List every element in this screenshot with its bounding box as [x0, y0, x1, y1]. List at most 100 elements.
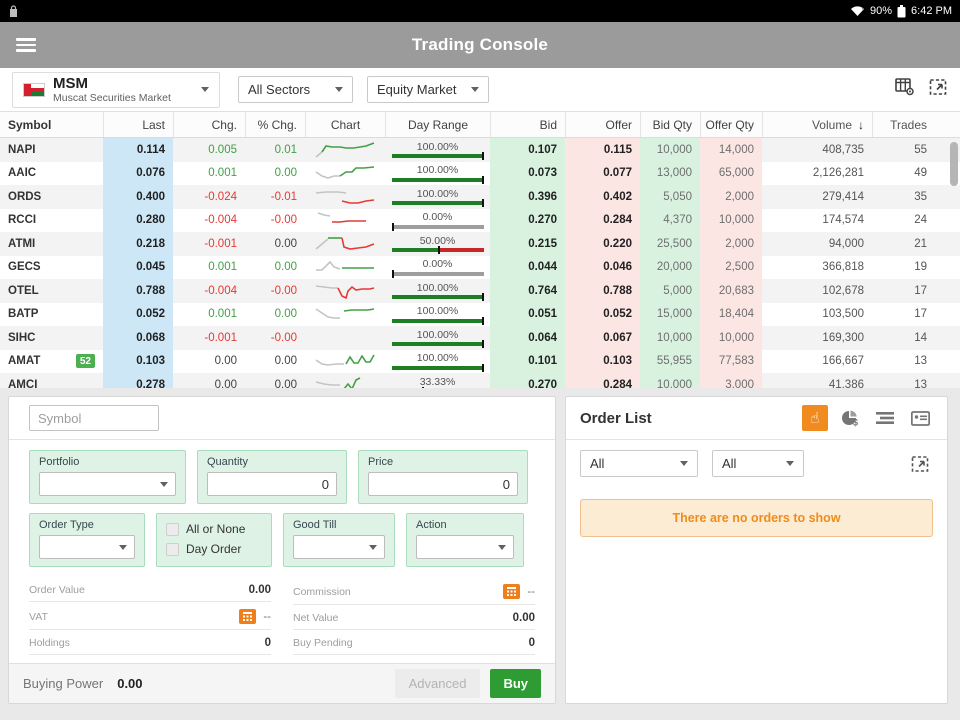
quantity-input[interactable]: 0	[207, 472, 337, 496]
hand-pointer-icon: ☝	[810, 409, 820, 427]
cell-last: 0.068	[103, 326, 173, 350]
col-header-range[interactable]: Day Range	[385, 112, 490, 137]
order-queue-icon[interactable]	[872, 405, 898, 431]
chevron-down-icon	[786, 461, 794, 466]
cell-bidq: 10,000	[640, 138, 700, 162]
cell-offer: 0.115	[565, 138, 640, 162]
order-side-filter[interactable]: All	[712, 450, 804, 477]
col-header-chart[interactable]: Chart	[305, 112, 385, 137]
table-row-ORDS[interactable]: ORDS 0.400 -0.024 -0.01 100.00% 0.396 0.402 5,0…	[0, 185, 960, 209]
cell-chart	[305, 162, 385, 186]
cell-trades: 13	[914, 355, 927, 368]
chevron-down-icon	[471, 87, 479, 92]
column-settings-icon[interactable]	[895, 78, 915, 101]
commission-calculator-icon[interactable]	[503, 584, 521, 599]
cell-volume: 94,000	[828, 237, 864, 250]
table-row-NAPI[interactable]: NAPI 0.114 0.005 0.01 100.00% 0.107 0.115 10,00…	[0, 138, 960, 162]
col-header-offer[interactable]: Offer	[565, 112, 640, 137]
order-side-filter-value: All	[722, 456, 737, 471]
cell-symbol: NAPI	[8, 143, 36, 156]
cell-chg: -0.001	[204, 331, 237, 344]
cell-pchg: 0.00	[274, 308, 297, 321]
table-row-AMAT[interactable]: AMAT 52 0.103 0.00 0.00 100.00% 0.101 0.103 55,9…	[0, 349, 960, 373]
cell-range: 100.00%	[385, 279, 490, 303]
portfolio-pie-icon[interactable]: $	[837, 405, 863, 431]
cell-bid: 0.764	[490, 279, 565, 303]
portfolio-dropdown[interactable]	[39, 472, 176, 496]
cell-chg: 0.00	[214, 355, 237, 368]
col-header-bidq[interactable]: Bid Qty	[640, 112, 700, 137]
table-row-SIHC[interactable]: SIHC 0.068 -0.001 -0.00 100.00% 0.064 0.067 10,…	[0, 326, 960, 350]
cell-chart	[305, 256, 385, 280]
order-status-filter[interactable]: All	[580, 450, 698, 477]
sparkline	[313, 329, 377, 347]
price-input[interactable]: 0	[368, 472, 518, 496]
advanced-button[interactable]: Advanced	[394, 669, 481, 698]
sparkline	[315, 190, 375, 204]
buying-power-label: Buying Power	[23, 676, 104, 691]
cell-range: 0.00%	[385, 209, 490, 233]
cell-chart	[305, 303, 385, 327]
scrollbar-thumb[interactable]	[950, 142, 958, 186]
day-range-bar	[391, 340, 484, 348]
cell-chg: 0.001	[208, 167, 237, 180]
vat-calculator-icon[interactable]	[239, 609, 257, 624]
cell-last: 0.400	[103, 185, 173, 209]
order-type-dropdown[interactable]	[39, 535, 135, 559]
battery-percent-label: 90%	[870, 5, 893, 17]
cell-offer: 0.067	[565, 326, 640, 350]
vat-value: --	[263, 610, 271, 623]
action-label: Action	[416, 519, 447, 531]
good-till-dropdown[interactable]	[293, 535, 385, 559]
cell-offerq: 14,000	[700, 138, 762, 162]
col-header-pchg[interactable]: % Chg.	[245, 112, 305, 137]
checkbox-icon	[166, 542, 179, 556]
day-range-value: 50.00%	[419, 234, 456, 247]
cell-symbol: BATP	[8, 308, 39, 321]
cell-range: 50.00%	[385, 232, 490, 256]
market-selector[interactable]: MSM Muscat Securities Market	[12, 71, 220, 108]
cell-symbol: ATMI	[8, 237, 36, 250]
action-dropdown[interactable]	[416, 535, 514, 559]
menu-icon[interactable]	[16, 35, 36, 55]
table-row-ATMI[interactable]: ATMI 0.218 -0.001 0.00 50.00% 0.215 0.220 25,50…	[0, 232, 960, 256]
cell-volume: 279,414	[822, 190, 864, 203]
market-type-dropdown[interactable]: Equity Market	[367, 76, 489, 103]
col-header-volume[interactable]: Volume ↓	[762, 112, 872, 137]
table-row-RCCI[interactable]: RCCI 0.280 -0.004 -0.00 0.00% 0.270 0.284 4,370…	[0, 208, 960, 233]
table-row-AAIC[interactable]: AAIC 0.076 0.001 0.00 100.00% 0.073 0.077 13,00…	[0, 161, 960, 186]
market-bar: MSM Muscat Securities Market All Sectors…	[0, 68, 960, 112]
status-bar: ? 90% 6:42 PM	[0, 0, 960, 22]
col-header-offerq[interactable]: Offer Qty	[700, 112, 762, 137]
col-header-trades[interactable]: Trades	[872, 112, 935, 137]
col-header-last[interactable]: Last	[103, 112, 173, 137]
cell-chg: 0.00	[214, 378, 237, 388]
expand-icon[interactable]	[907, 451, 933, 477]
chevron-down-icon	[335, 87, 343, 92]
buy-button[interactable]: Buy	[490, 669, 541, 698]
cell-chart	[305, 326, 385, 350]
sector-filter-dropdown[interactable]: All Sectors	[238, 76, 353, 103]
cell-bidq: 55,955	[640, 349, 700, 373]
order-value-row: Order Value 0.00	[29, 577, 271, 602]
table-row-GECS[interactable]: GECS 0.045 0.001 0.00 0.00% 0.044 0.046 20,000 2…	[0, 255, 960, 280]
cell-offerq: 77,583	[700, 349, 762, 373]
table-row-BATP[interactable]: BATP 0.052 0.001 0.00 100.00% 0.051 0.052 15,00…	[0, 302, 960, 327]
expand-icon[interactable]	[929, 78, 948, 101]
table-row-OTEL[interactable]: OTEL 0.788 -0.004 -0.00 100.00% 0.764 0.788 5,0…	[0, 279, 960, 303]
cell-offerq: 10,000	[700, 208, 762, 232]
touch-order-icon[interactable]: ☝	[802, 405, 828, 431]
cell-offerq: 2,500	[700, 255, 762, 279]
col-header-chg[interactable]: Chg.	[173, 112, 245, 137]
col-header-bid[interactable]: Bid	[490, 112, 565, 137]
table-row-AMCI[interactable]: AMCI 0.278 0.00 0.00 33.33% 0.270 0.284 10,000 3…	[0, 373, 960, 388]
day-range-value: 100.00%	[416, 187, 459, 200]
notification-bag-icon	[8, 4, 19, 18]
account-card-icon[interactable]	[907, 405, 933, 431]
col-header-symbol[interactable]: Symbol	[8, 117, 52, 132]
empty-orders-message: There are no orders to show	[580, 499, 933, 537]
symbol-input[interactable]	[29, 405, 159, 431]
all-or-none-checkbox[interactable]: All or None	[166, 522, 262, 536]
day-order-checkbox[interactable]: Day Order	[166, 542, 262, 556]
net-value-row: Net Value 0.00	[293, 605, 535, 630]
